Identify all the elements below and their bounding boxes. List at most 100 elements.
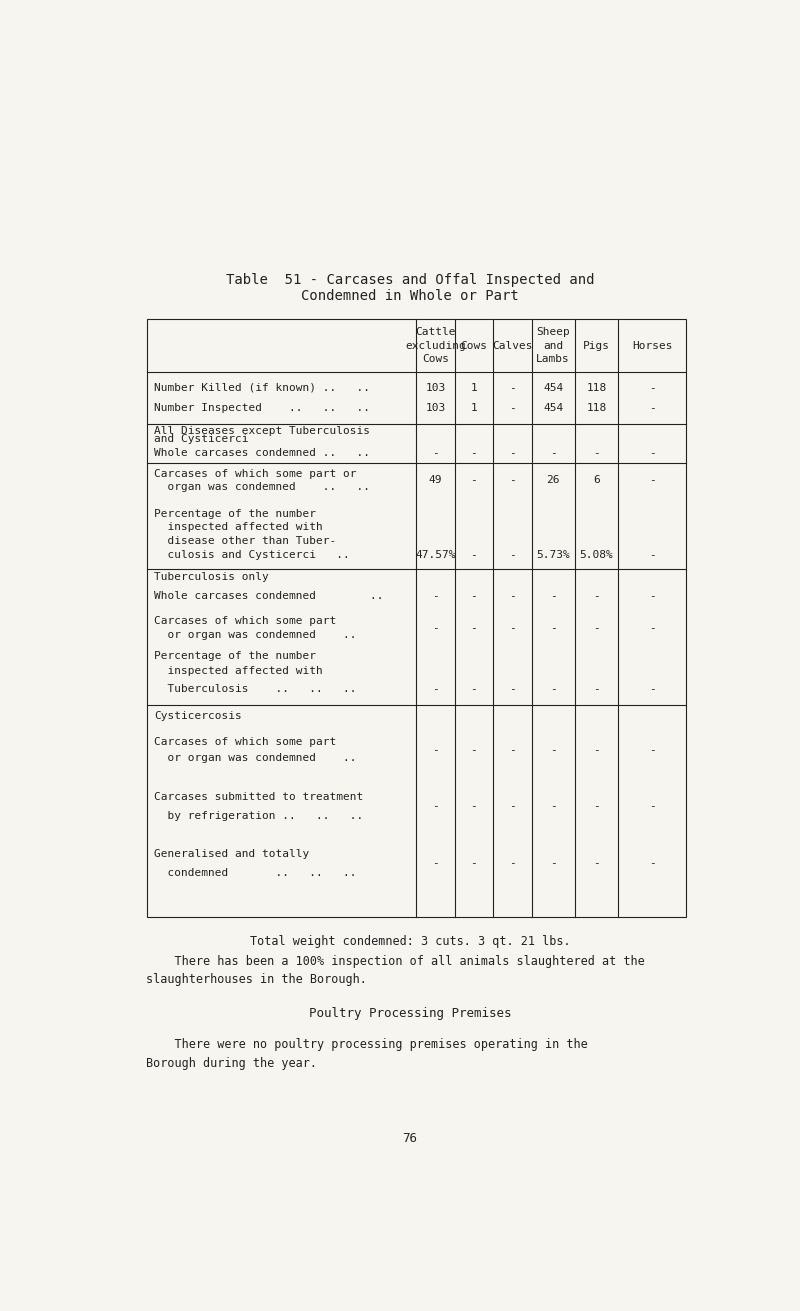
Text: 76: 76 [402,1131,418,1145]
Text: Generalised and totally: Generalised and totally [154,848,309,859]
Text: Carcases of which some part: Carcases of which some part [154,616,336,625]
Text: -: - [509,404,516,413]
Text: Tuberculosis    ..   ..   ..: Tuberculosis .. .. .. [154,684,357,694]
Text: There were no poultry processing premises operating in the
Borough during the ye: There were no poultry processing premise… [146,1037,588,1070]
Text: inspected affected with: inspected affected with [154,666,322,676]
Text: Tuberculosis only: Tuberculosis only [154,573,269,582]
Text: -: - [432,448,438,459]
Text: -: - [649,859,655,868]
Text: -: - [470,551,478,560]
Text: -: - [509,859,516,868]
Text: 26: 26 [546,475,560,485]
Text: -: - [470,448,478,459]
Text: 103: 103 [426,383,446,393]
Text: -: - [432,684,438,694]
Text: 118: 118 [586,383,606,393]
Text: -: - [550,801,557,812]
Text: -: - [550,745,557,755]
Text: 1: 1 [470,383,478,393]
Text: -: - [470,684,478,694]
Text: -: - [649,448,655,459]
Text: 5.08%: 5.08% [580,551,614,560]
Text: -: - [470,859,478,868]
Text: 454: 454 [543,404,563,413]
Text: Horses: Horses [632,341,672,350]
Text: -: - [594,448,600,459]
Text: disease other than Tuber-: disease other than Tuber- [154,536,336,545]
Text: -: - [432,623,438,633]
Bar [146,319,686,918]
Text: -: - [509,623,516,633]
Text: 1: 1 [470,404,478,413]
Text: Number Killed (if known) ..   ..: Number Killed (if known) .. .. [154,383,370,393]
Text: -: - [509,801,516,812]
Text: -: - [594,623,600,633]
Text: Sheep
and
Lambs: Sheep and Lambs [536,328,570,363]
Text: -: - [649,801,655,812]
Text: -: - [649,745,655,755]
Text: 49: 49 [429,475,442,485]
Text: -: - [470,801,478,812]
Text: by refrigeration ..   ..   ..: by refrigeration .. .. .. [154,810,363,821]
Text: 47.57%: 47.57% [415,551,456,560]
Text: -: - [432,745,438,755]
Text: Whole carcases condemned        ..: Whole carcases condemned .. [154,591,383,602]
Text: -: - [550,448,557,459]
Text: or organ was condemned    ..: or organ was condemned .. [154,629,357,640]
Text: -: - [550,859,557,868]
Text: -: - [509,448,516,459]
Text: Percentage of the number: Percentage of the number [154,652,316,662]
Text: 6: 6 [594,475,600,485]
Text: slaughterhouses in the Borough.: slaughterhouses in the Borough. [146,973,367,986]
Text: Percentage of the number: Percentage of the number [154,509,316,519]
Text: -: - [432,801,438,812]
Text: -: - [470,591,478,602]
Text: 118: 118 [586,404,606,413]
Text: -: - [470,623,478,633]
Text: -: - [594,591,600,602]
Text: -: - [649,475,655,485]
Text: Carcases of which some part or: Carcases of which some part or [154,469,357,479]
Text: 103: 103 [426,404,446,413]
Text: -: - [470,475,478,485]
Text: -: - [509,551,516,560]
Text: -: - [649,684,655,694]
Text: Total weight condemned: 3 cuts. 3 qt. 21 lbs.: Total weight condemned: 3 cuts. 3 qt. 21… [250,935,570,948]
Text: Carcases of which some part: Carcases of which some part [154,737,336,746]
Text: -: - [649,383,655,393]
Text: Poultry Processing Premises: Poultry Processing Premises [309,1007,511,1020]
Text: All Diseases except Tuberculosis: All Diseases except Tuberculosis [154,426,370,435]
Text: -: - [594,801,600,812]
Text: inspected affected with: inspected affected with [154,522,322,532]
Text: Cattle
excluding
Cows: Cattle excluding Cows [405,328,466,363]
Text: -: - [649,623,655,633]
Text: -: - [509,383,516,393]
Text: -: - [649,551,655,560]
Text: -: - [432,859,438,868]
Text: -: - [594,859,600,868]
Text: -: - [509,591,516,602]
Text: condemned       ..   ..   ..: condemned .. .. .. [154,868,357,878]
Text: -: - [594,684,600,694]
Text: -: - [649,404,655,413]
Text: -: - [470,745,478,755]
Text: -: - [509,745,516,755]
Text: -: - [550,684,557,694]
Text: 454: 454 [543,383,563,393]
Text: 5.73%: 5.73% [536,551,570,560]
Text: Carcases submitted to treatment: Carcases submitted to treatment [154,792,363,801]
Text: Cows: Cows [460,341,487,350]
Text: Cysticercosis: Cysticercosis [154,711,242,721]
Text: Whole carcases condemned ..   ..: Whole carcases condemned .. .. [154,448,370,459]
Text: Condemned in Whole or Part: Condemned in Whole or Part [301,288,519,303]
Text: -: - [649,591,655,602]
Text: Number Inspected    ..   ..   ..: Number Inspected .. .. .. [154,404,370,413]
Text: -: - [550,591,557,602]
Text: culosis and Cysticerci   ..: culosis and Cysticerci .. [154,551,350,560]
Text: -: - [509,684,516,694]
Text: Table  51 - Carcases and Offal Inspected and: Table 51 - Carcases and Offal Inspected … [226,274,594,287]
Text: -: - [509,475,516,485]
Text: -: - [432,591,438,602]
Text: and Cysticerci: and Cysticerci [154,434,249,444]
Text: -: - [594,745,600,755]
